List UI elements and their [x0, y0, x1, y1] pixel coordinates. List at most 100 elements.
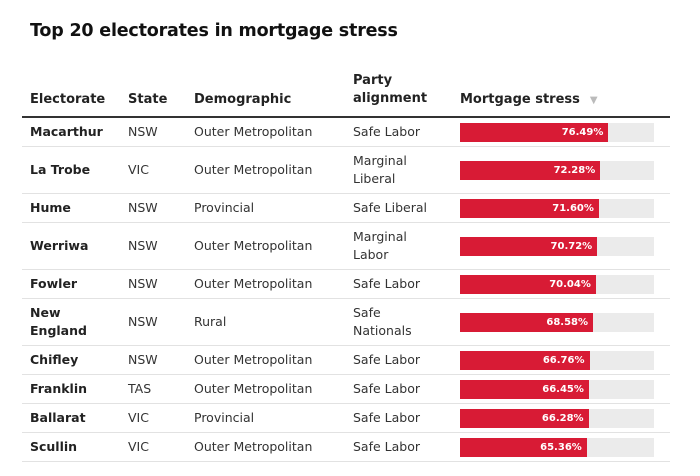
cell-electorate: New England [30, 305, 87, 338]
stress-bar: 71.60% [460, 199, 599, 218]
table-row: Fowler NSW Outer Metropolitan Safe Labor 70.… [22, 270, 670, 299]
table-row: Hume NSW Provincial Safe Liberal 71.60% [22, 194, 670, 223]
stress-bar-track: 66.28% [460, 409, 654, 428]
header-mortgage-stress-label: Mortgage stress [460, 92, 580, 107]
stress-bar-track: 66.45% [460, 380, 654, 399]
cell-demographic: Provincial [194, 200, 255, 215]
cell-state: NSW [128, 352, 158, 367]
cell-demographic: Outer Metropolitan [194, 124, 313, 139]
cell-state: NSW [128, 238, 158, 253]
stress-bar-label: 71.60% [552, 203, 594, 214]
stress-bar-track: 70.04% [460, 275, 654, 294]
table-row: La Trobe VIC Outer Metropolitan Marginal Li… [22, 147, 670, 194]
cell-demographic: Outer Metropolitan [194, 439, 313, 454]
header-party-alignment[interactable]: Party alignment [353, 72, 427, 108]
cell-demographic: Outer Metropolitan [194, 162, 313, 177]
cell-party-alignment: Marginal Liberal [353, 153, 407, 186]
cell-demographic: Outer Metropolitan [194, 276, 313, 291]
header-party-line1: Party [353, 73, 393, 88]
table-row: Werriwa NSW Outer Metropolitan Marginal Lab… [22, 223, 670, 270]
stress-bar: 66.28% [460, 409, 589, 428]
header-state[interactable]: State [128, 92, 168, 107]
stress-bar-label: 70.72% [550, 241, 593, 252]
cell-state: VIC [128, 162, 149, 177]
stress-bar-track: 65.36% [460, 438, 654, 457]
row-divider [22, 403, 670, 404]
cell-state: VIC [128, 439, 149, 454]
stress-bar-track: 68.58% [460, 313, 654, 332]
cell-demographic: Outer Metropolitan [194, 238, 313, 253]
cell-electorate: Franklin [30, 381, 88, 396]
row-divider [22, 345, 670, 346]
cell-party-alignment: Safe Labor [353, 352, 421, 367]
row-divider [22, 269, 670, 270]
cell-electorate: Scullin [30, 439, 78, 454]
stress-bar-label: 66.76% [542, 355, 585, 366]
cell-party-alignment: Safe Labor [353, 410, 421, 425]
stress-bar-label: 66.28% [541, 413, 584, 424]
stress-bar-track: 71.60% [460, 199, 654, 218]
cell-state: NSW [128, 124, 158, 139]
cell-electorate: Macarthur [30, 124, 103, 139]
header-demographic[interactable]: Demographic [194, 92, 292, 107]
table-row: Chifley NSW Outer Metropolitan Safe Labor 66… [22, 346, 670, 375]
sort-down-icon[interactable]: ▼ [589, 95, 598, 106]
cell-electorate: Werriwa [30, 238, 89, 253]
stress-bar-track: 72.28% [460, 161, 654, 180]
cell-party-alignment: Safe Nationals [353, 305, 412, 338]
stress-bar: 65.36% [460, 438, 587, 457]
row-divider [22, 461, 670, 462]
stress-bar-label: 72.28% [553, 165, 596, 176]
cell-state: VIC [128, 410, 149, 425]
cell-state: NSW [128, 314, 158, 329]
stress-bar-label: 66.45% [542, 384, 584, 395]
row-divider [22, 146, 670, 147]
row-divider [22, 432, 670, 433]
table-row: Ballarat VIC Provincial Safe Labor 66.28% [22, 404, 670, 433]
cell-demographic: Outer Metropolitan [194, 352, 313, 367]
stress-bar: 70.04% [460, 275, 596, 294]
cell-demographic: Rural [194, 314, 227, 329]
cell-party-alignment: Safe Labor [353, 124, 421, 139]
stress-bar-label: 65.36% [540, 442, 582, 453]
cell-party-alignment: Safe Labor [353, 381, 421, 396]
stress-bar-track: 66.76% [460, 351, 654, 370]
table-row: Scullin VIC Outer Metropolitan Safe Labor 65… [22, 433, 670, 462]
table-row: Macarthur NSW Outer Metropolitan Safe Labor… [22, 118, 670, 147]
stress-bar: 70.72% [460, 237, 598, 256]
cell-state: TAS [128, 381, 152, 396]
stress-bar: 66.45% [460, 380, 589, 399]
header-electorate[interactable]: Electorate [30, 92, 106, 107]
page-title: Top 20 electorates in mortgage stress [30, 21, 398, 41]
stress-bar: 72.28% [460, 161, 601, 180]
cell-party-alignment: Marginal Labor [353, 229, 407, 262]
cell-demographic: Outer Metropolitan [194, 381, 313, 396]
row-divider [22, 374, 670, 375]
stress-bar: 76.49% [460, 123, 609, 142]
cell-electorate: Hume [30, 200, 71, 215]
cell-party-alignment: Safe Labor [353, 276, 421, 291]
stress-bar: 66.76% [460, 351, 590, 370]
header-mortgage-stress[interactable]: Mortgage stress ▼ [460, 91, 598, 110]
cell-party-alignment: Safe Liberal [353, 200, 427, 215]
stress-bar-label: 70.04% [549, 279, 591, 290]
cell-electorate: La Trobe [30, 162, 91, 177]
cell-electorate: Chifley [30, 352, 79, 367]
cell-electorate: Ballarat [30, 410, 86, 425]
table-row: New England NSW Rural Safe Nationals 68.58% [22, 299, 670, 346]
cell-party-alignment: Safe Labor [353, 439, 421, 454]
cell-demographic: Provincial [194, 410, 255, 425]
header-party-line2: alignment [353, 91, 428, 106]
row-divider [22, 193, 670, 194]
stress-bar-track: 70.72% [460, 237, 654, 256]
stress-bar-label: 68.58% [546, 317, 589, 328]
header-divider [22, 116, 670, 118]
stress-bar-label: 76.49% [561, 127, 604, 138]
table-row: Franklin TAS Outer Metropolitan Safe Labor 6… [22, 375, 670, 404]
cell-electorate: Fowler [30, 276, 78, 291]
cell-state: NSW [128, 200, 158, 215]
row-divider [22, 298, 670, 299]
stress-bar: 68.58% [460, 313, 594, 332]
row-divider [22, 222, 670, 223]
cell-state: NSW [128, 276, 158, 291]
